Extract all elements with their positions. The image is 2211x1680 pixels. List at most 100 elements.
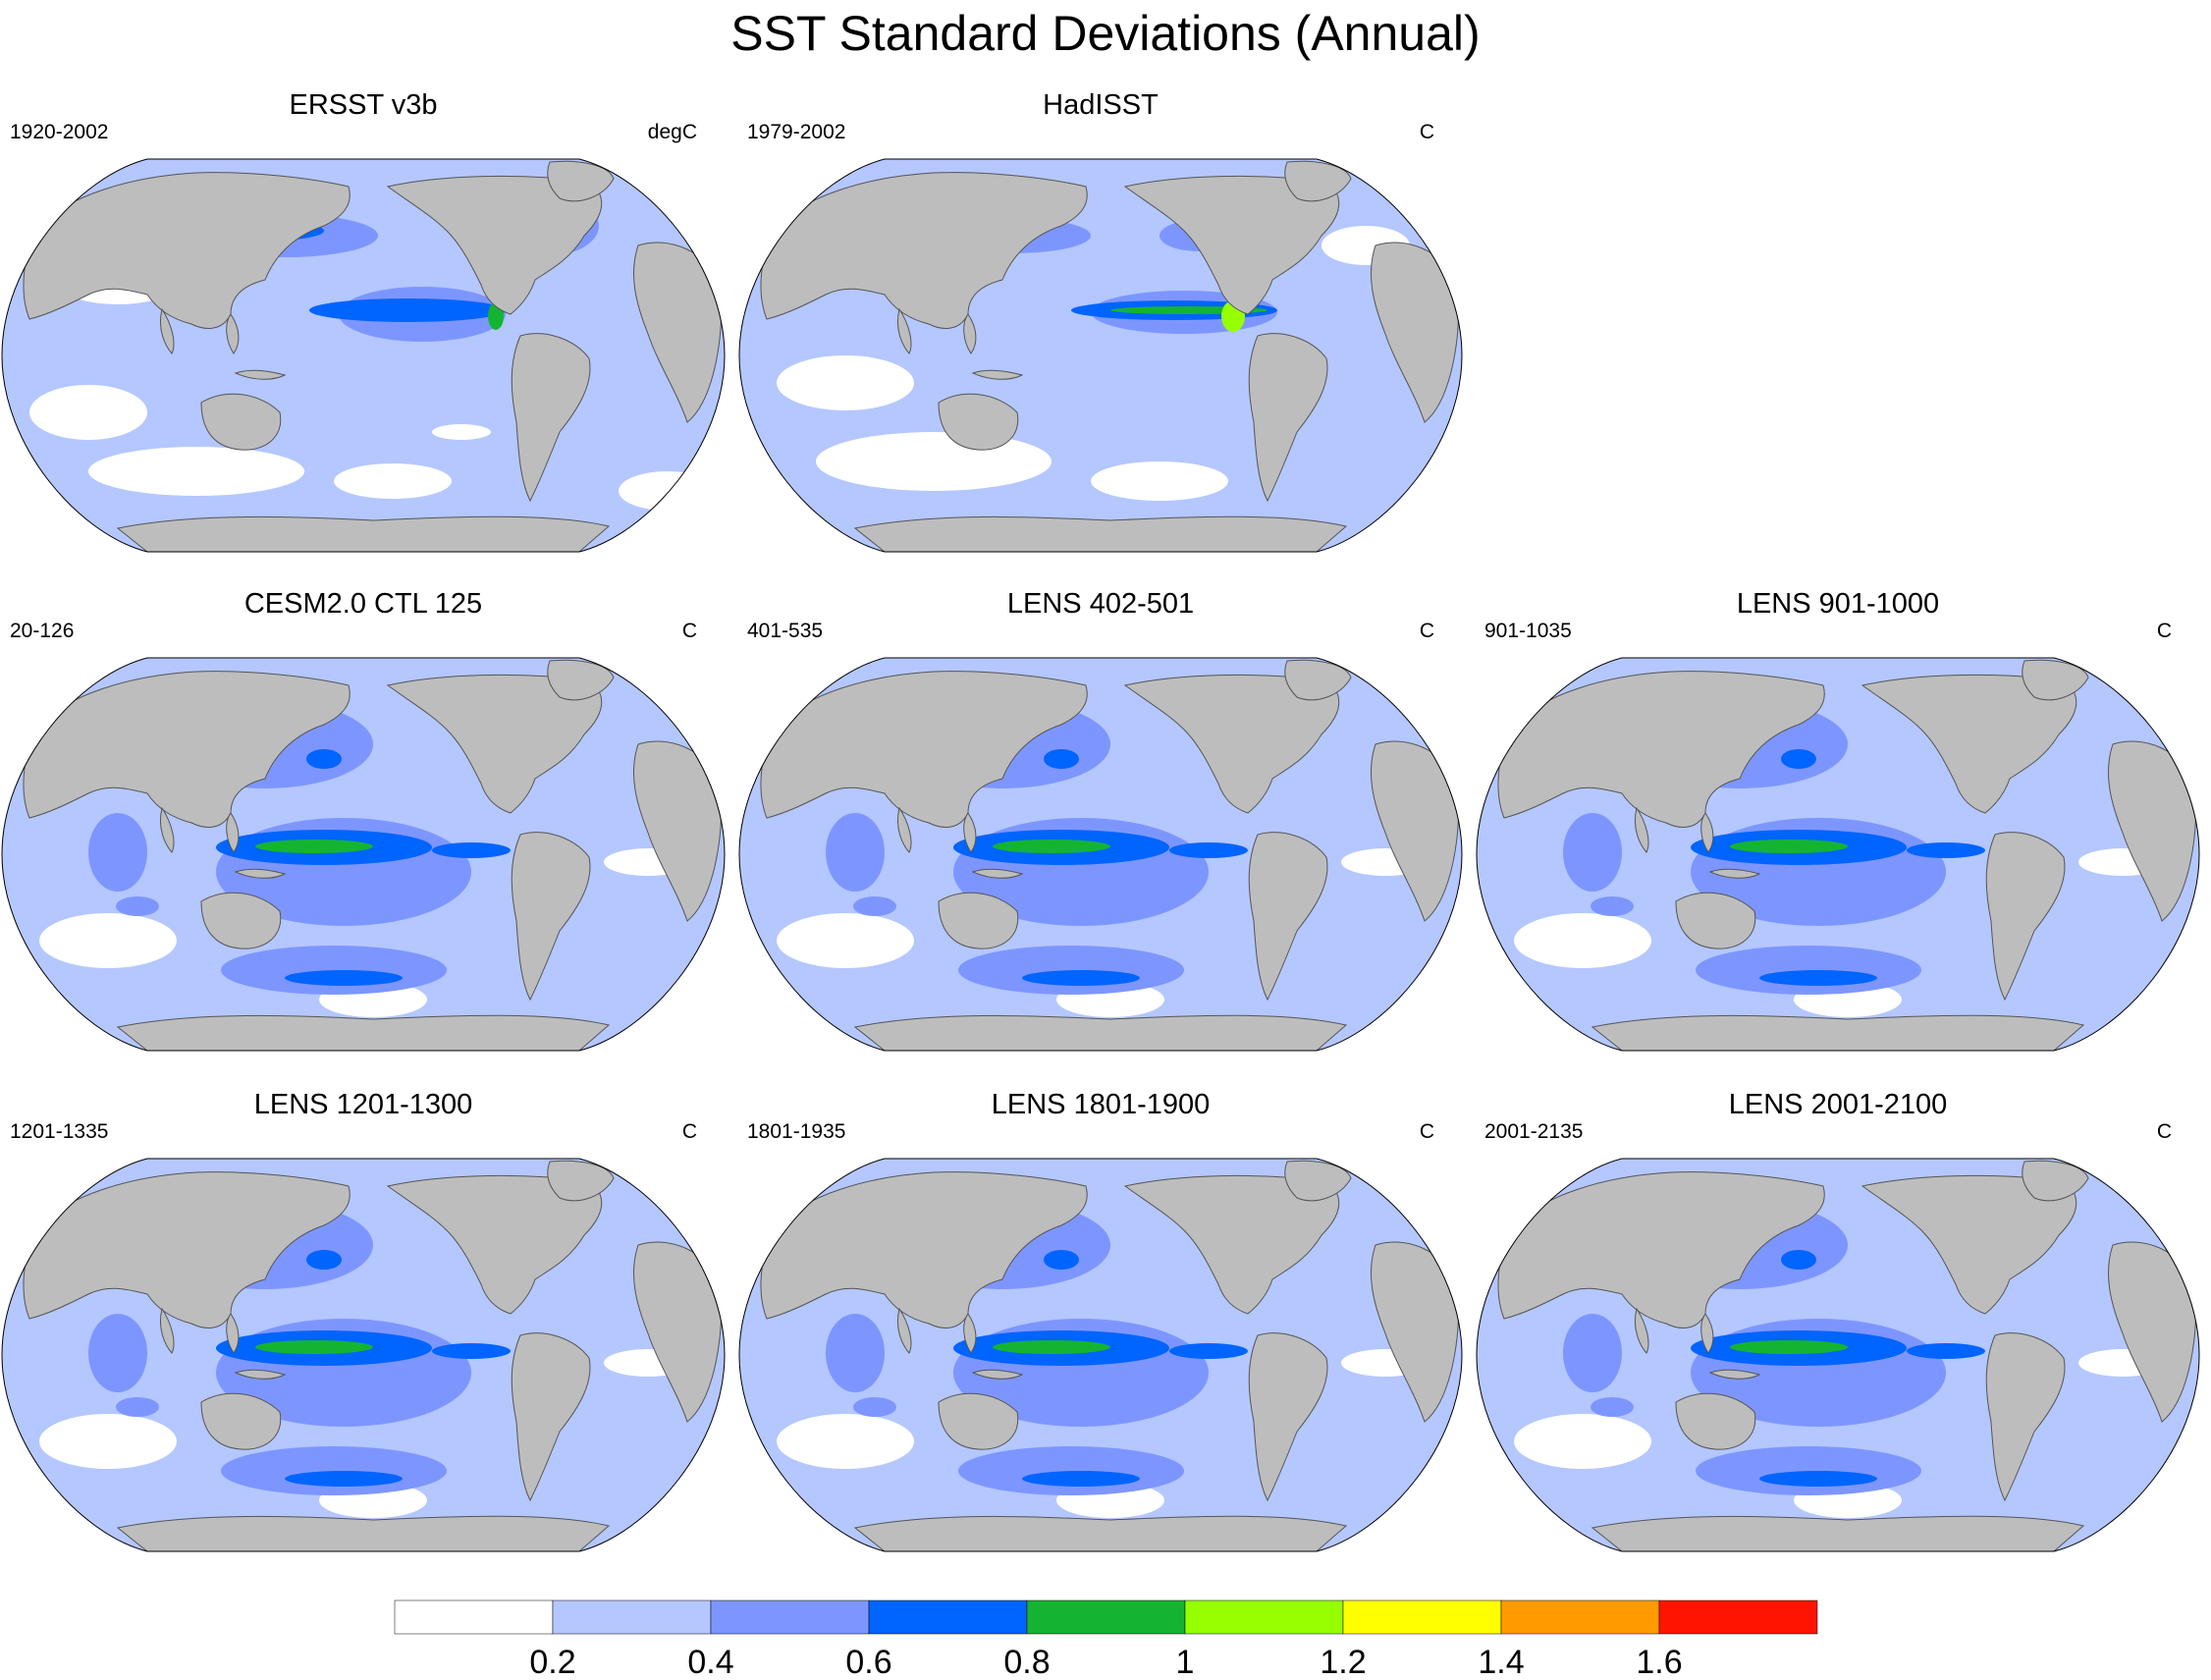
sst-contour xyxy=(334,463,452,499)
map-svg xyxy=(738,158,1463,553)
land-mass xyxy=(971,369,1024,380)
sst-contour xyxy=(88,1314,147,1392)
land-mass xyxy=(159,1307,175,1354)
map-outline xyxy=(738,158,1463,553)
map-panel: CESM2.0 CTL 125 20-126 C xyxy=(0,587,727,1078)
land-mass xyxy=(1675,1392,1756,1450)
colorbar-box xyxy=(1342,1599,1502,1635)
land-mass xyxy=(159,307,175,354)
sst-contour xyxy=(1781,749,1816,769)
sst-contour xyxy=(1169,842,1248,858)
sst-contour xyxy=(853,1397,896,1417)
ocean-base xyxy=(2,159,725,552)
map-panel: ERSST v3b 1920-2002 degC xyxy=(0,88,727,579)
sst-contour xyxy=(88,447,304,496)
land-mass xyxy=(1248,1332,1328,1502)
sst-contour xyxy=(1696,946,1921,995)
sst-contour xyxy=(958,946,1184,995)
sst-contour xyxy=(1514,913,1651,968)
land-mass xyxy=(200,393,282,451)
sst-contour xyxy=(826,813,885,892)
map-panel: LENS 901-1000 901-1035 C xyxy=(1475,587,2201,1078)
map-outline xyxy=(1,657,726,1052)
land-mass xyxy=(1675,892,1756,949)
land-mass xyxy=(1634,1307,1649,1354)
map-svg xyxy=(1,1158,726,1552)
sst-contour xyxy=(826,1314,885,1392)
land-mass xyxy=(1634,806,1649,853)
map-svg xyxy=(738,1158,1463,1552)
colorbar-box xyxy=(868,1599,1028,1635)
sst-contour xyxy=(1759,1471,1877,1487)
land-mass xyxy=(971,868,1024,879)
land-mass xyxy=(226,812,240,853)
sst-contour xyxy=(1730,840,1848,853)
panel-units: C xyxy=(2156,1120,2172,1143)
land-mass xyxy=(226,1313,240,1354)
map-clip-group xyxy=(2,1159,725,1551)
colorbar-tick-label: 1.6 xyxy=(1636,1644,1682,1677)
panel-units: C xyxy=(1419,620,1434,642)
map-outline xyxy=(1476,1158,2200,1552)
sst-contour xyxy=(306,749,342,769)
map-outline xyxy=(1,1158,726,1552)
land-mass xyxy=(547,659,615,701)
map-outline xyxy=(1,158,726,553)
map-clip-group xyxy=(739,658,1462,1051)
map-outline xyxy=(738,657,1463,1052)
map-panel: LENS 1801-1900 1801-1935 C xyxy=(737,1088,1464,1579)
ocean-base xyxy=(739,159,1462,552)
land-mass xyxy=(511,333,591,503)
panel-title: LENS 2001-2100 xyxy=(1728,1089,1948,1120)
colorbar-box xyxy=(710,1599,870,1635)
land-mass xyxy=(896,307,912,354)
panel-title: LENS 1201-1300 xyxy=(253,1089,473,1120)
sst-contour xyxy=(309,298,506,322)
panel-years: 1201-1335 xyxy=(10,1120,109,1143)
land-mass xyxy=(23,172,351,329)
sst-contour xyxy=(432,1343,511,1359)
sst-contour xyxy=(39,1414,177,1469)
sst-contour xyxy=(285,970,403,986)
land-mass xyxy=(2022,659,2089,701)
sst-contour xyxy=(116,1397,159,1417)
land-mass xyxy=(2022,1160,2089,1202)
map-panel: HadISST 1979-2002 C xyxy=(737,88,1464,579)
panel-title: ERSST v3b xyxy=(289,89,438,121)
colorbar-tick-label: 0.4 xyxy=(687,1644,733,1677)
sst-contour xyxy=(777,355,914,410)
land-mass xyxy=(1708,1369,1761,1380)
panel-units: C xyxy=(681,1120,697,1143)
colorbar-box xyxy=(552,1599,712,1635)
land-mass xyxy=(853,1014,1348,1051)
panel-title: CESM2.0 CTL 125 xyxy=(243,588,483,620)
sst-contour xyxy=(1563,813,1622,892)
sst-contour xyxy=(1169,1343,1248,1359)
land-mass xyxy=(200,1392,282,1450)
panel-title: LENS 402-501 xyxy=(1006,588,1195,620)
land-mass xyxy=(1497,671,1825,828)
sst-contour xyxy=(1091,461,1228,501)
sst-contour xyxy=(255,1340,373,1354)
map-panel: LENS 402-501 401-535 C xyxy=(737,587,1464,1078)
land-mass xyxy=(1248,832,1328,1002)
land-mass xyxy=(853,515,1348,552)
sst-contour xyxy=(816,432,1052,491)
sst-contour xyxy=(1514,1414,1651,1469)
panel-years: 401-535 xyxy=(747,620,824,642)
sst-contour xyxy=(432,842,511,858)
land-mass xyxy=(963,1313,977,1354)
sst-contour xyxy=(1907,1343,1985,1359)
panel-title: LENS 1801-1900 xyxy=(991,1089,1211,1120)
land-mass xyxy=(1591,1014,2085,1051)
land-mass xyxy=(159,806,175,853)
land-mass xyxy=(1708,868,1761,879)
land-mass xyxy=(116,1014,611,1051)
sst-contour xyxy=(777,1414,914,1469)
sst-contour xyxy=(221,1446,447,1495)
land-mass xyxy=(1700,812,1714,853)
land-mass xyxy=(963,812,977,853)
colorbar-box xyxy=(394,1599,554,1635)
land-mass xyxy=(234,1369,287,1380)
land-mass xyxy=(760,172,1088,329)
